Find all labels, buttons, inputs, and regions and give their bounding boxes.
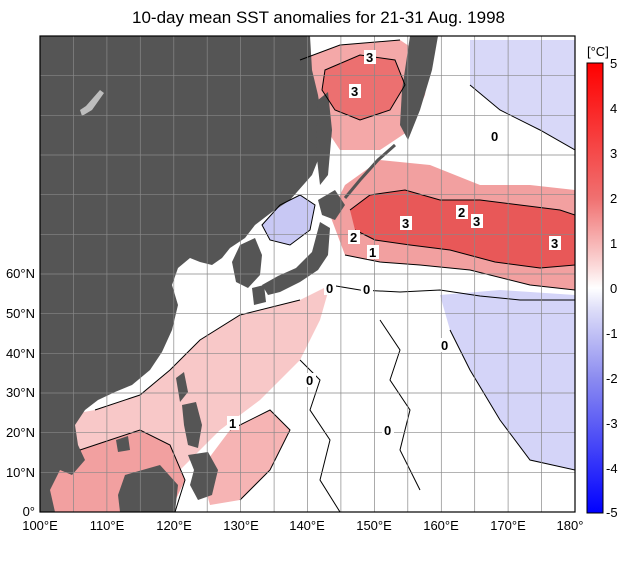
lon-tick-label: 180° — [557, 518, 584, 533]
map-title: 10-day mean SST anomalies for 21-31 Aug.… — [132, 8, 505, 27]
warm-anomaly-philippine-sea — [200, 410, 290, 505]
svg-text:0: 0 — [326, 281, 333, 296]
lon-tick-label: 120°E — [156, 518, 192, 533]
svg-text:3: 3 — [402, 216, 409, 231]
contour-label: 2 — [348, 230, 360, 245]
strong-warm-kuroshio-extension — [350, 190, 575, 268]
svg-text:2: 2 — [350, 230, 357, 245]
colorbar-tick-label: -3 — [606, 416, 618, 431]
lon-tick-label: 160°E — [423, 518, 459, 533]
contour-label: 0 — [304, 373, 316, 388]
lat-tick-label: 30°N — [6, 385, 35, 400]
lat-tick-label: 10°N — [6, 465, 35, 480]
contour-label: 0 — [382, 423, 394, 438]
lon-tick-label: 140°E — [289, 518, 325, 533]
cold-anomaly-japan-sea — [262, 195, 315, 245]
japan-honshu — [262, 222, 330, 295]
lon-tick-label: 170°E — [490, 518, 526, 533]
lat-tick-label: 20°N — [6, 425, 35, 440]
svg-text:1: 1 — [229, 416, 236, 431]
colorbar-tick-label: 1 — [610, 236, 617, 251]
svg-text:0: 0 — [412, 514, 419, 529]
lon-tick-label: 110°E — [90, 518, 125, 533]
contour-label: 0 — [410, 514, 422, 529]
colorbar-tick-label: 5 — [610, 56, 617, 71]
lat-tick-label: 40°N — [6, 346, 35, 361]
lon-tick-label: 130°E — [223, 518, 259, 533]
visayas-mindanao — [188, 452, 218, 500]
lat-tick-label: 0° — [23, 504, 35, 519]
contour-label: 1 — [367, 245, 379, 260]
cold-anomaly-bering — [470, 40, 575, 150]
borneo — [118, 465, 178, 512]
colorbar-tick-label: -2 — [606, 371, 618, 386]
colorbar-tick-label: -4 — [606, 461, 618, 476]
graticule — [40, 36, 575, 512]
svg-text:3: 3 — [366, 50, 373, 65]
colorbar-tick-label: 4 — [610, 101, 617, 116]
colorbar-unit: [°C] — [587, 44, 609, 59]
svg-text:0: 0 — [384, 423, 391, 438]
japan-kyushu — [252, 285, 266, 305]
contour-label: 3 — [364, 50, 376, 65]
lake-baikal — [80, 90, 104, 116]
contour-label: 0 — [489, 129, 501, 144]
svg-text:2: 2 — [458, 205, 465, 220]
lat-tick-label: 60°N — [6, 266, 35, 281]
contour-label: 3 — [471, 214, 483, 229]
contour-label-group: 3 3 0 3 2 3 2 1 3 0 0 0 0 1 0 0 — [227, 50, 561, 529]
svg-text:0: 0 — [441, 338, 448, 353]
contour-label: 3 — [349, 84, 361, 99]
colorbar-scale — [586, 62, 604, 514]
kamchatka — [400, 36, 438, 140]
contour-label: 0 — [439, 338, 451, 353]
colorbar-tick-label: -5 — [606, 505, 618, 520]
svg-text:0: 0 — [491, 129, 498, 144]
japan-hokkaido — [318, 190, 345, 220]
longitude-axis: 100°E 110°E 120°E 130°E 140°E 150°E 160°… — [22, 518, 583, 533]
lon-tick-label: 150°E — [356, 518, 392, 533]
luzon — [182, 402, 202, 448]
kuril-islands — [343, 143, 396, 199]
svg-text:1: 1 — [369, 245, 376, 260]
strong-warm-okhotsk — [322, 55, 405, 120]
contour-label: 0 — [324, 281, 336, 296]
svg-text:0: 0 — [306, 373, 313, 388]
taiwan — [176, 372, 188, 402]
svg-text:0: 0 — [363, 282, 370, 297]
colorbar-tick-label: 0 — [610, 281, 617, 296]
svg-text:3: 3 — [551, 236, 558, 251]
contour-label: 0 — [361, 282, 373, 297]
contour-label: 3 — [400, 216, 412, 231]
contour-label: 3 — [549, 236, 561, 251]
lat-tick-label: 50°N — [6, 306, 35, 321]
colorbar: [°C] 5 4 3 2 1 0 -1 -2 -3 -4 -5 — [586, 44, 618, 520]
map-frame — [39, 35, 576, 513]
hainan — [116, 436, 130, 452]
latitude-axis: 0° 10°N 20°N 30°N 40°N 50°N 60°N — [6, 266, 35, 519]
svg-text:3: 3 — [473, 214, 480, 229]
contour-label: 2 — [456, 205, 468, 220]
contour-lines — [79, 39, 575, 512]
colorbar-tick-label: -1 — [606, 326, 618, 341]
contour-label: 1 — [227, 416, 239, 431]
svg-text:3: 3 — [351, 84, 358, 99]
lon-tick-label: 100°E — [22, 518, 58, 533]
korea-peninsula — [232, 238, 262, 288]
colorbar-tick-label: 2 — [610, 191, 617, 206]
colorbar-tick-label: 3 — [610, 146, 617, 161]
